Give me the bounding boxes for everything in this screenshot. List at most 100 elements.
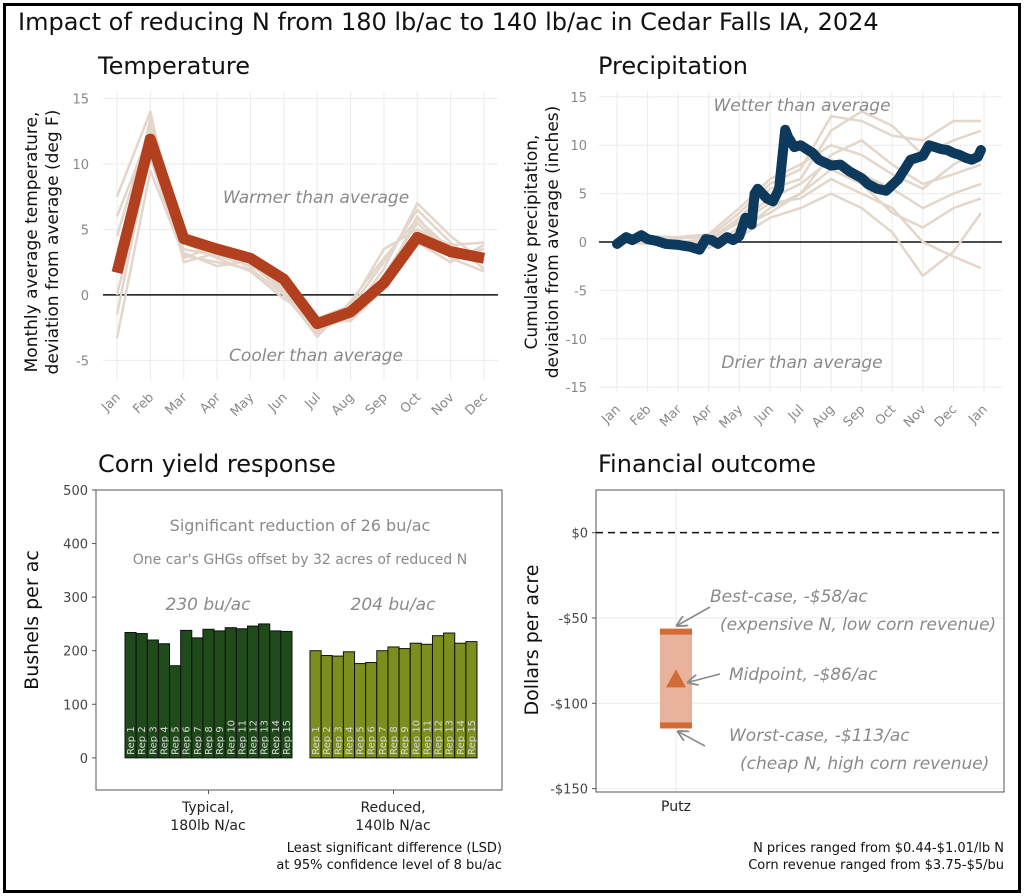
reduced-group-label-line1: Reduced, [360,800,425,816]
yield-ytick-label: 400 [63,538,88,553]
midpoint-annotation: Midpoint, -$86/ac [729,665,878,685]
yield-bar-rep-label: Rep 8 [204,726,215,755]
precipitation-ytick-label: -10 [566,333,587,348]
financial-ytick-label: -$50 [558,612,588,627]
precipitation-ytick-label: 10 [570,139,587,154]
yield-panel: Corn yield response Bushels per ac Signi… [21,450,503,873]
yield-ghg-annotation: One car's GHGs offset by 32 acres of red… [133,552,467,568]
precipitation-xtick-label: Jan [598,402,623,427]
temperature-xtick-label: Apr [197,390,224,417]
yield-bar-rep-label: Rep 9 [400,726,411,755]
lsd-note-line2: at 95% confidence level of 8 bu/ac [276,858,502,873]
main-title: Impact of reducing N from 180 lb/ac to 1… [18,8,879,36]
temperature-ylabel-line1: Monthly average temperature, [22,112,42,373]
typical-mean-label: 230 bu/ac [166,595,252,615]
n-price-note: N prices ranged from $0.44-$1.01/lb N [753,841,1004,856]
financial-ylabel: Dollars per acre [521,565,543,716]
temperature-xtick-label: Nov [429,390,458,419]
worst-case-arrow [678,731,706,747]
wetter-annotation: Wetter than average [713,96,890,116]
financial-category-label: Putz [661,799,691,815]
financial-panel: Financial outcome Dollars per acre Putz … [521,450,1005,873]
lsd-note-line1: Least significant difference (LSD) [287,841,502,856]
precipitation-xtick-label: Jun [751,402,777,428]
yield-bar-rep-label: Rep 10 [411,720,422,755]
financial-ytick-label: $0 [571,527,588,542]
precipitation-title: Precipitation [598,52,748,80]
precipitation-historical-line [616,177,982,270]
temperature-ytick-label: 15 [72,93,89,108]
worst-case-subannotation: (cheap N, high corn revenue) [740,754,989,774]
temperature-xtick-label: Aug [329,390,358,419]
yield-bar-rep-label: Rep 4 [159,726,170,755]
temperature-ytick-label: 5 [81,223,89,238]
midpoint-arrow [688,673,721,682]
best-case-annotation: Best-case, -$58/ac [710,587,868,607]
drier-annotation: Drier than average [721,353,882,373]
yield-significance-annotation: Significant reduction of 26 bu/ac [170,516,431,535]
yield-bar-rep-label: Rep 5 [356,726,367,755]
precipitation-xtick-label: Feb [628,402,655,429]
temperature-title: Temperature [97,52,250,80]
yield-bar-rep-label: Rep 10 [226,720,237,755]
typical-group-label-line1: Typical, [181,800,234,816]
temperature-ylabel-line2: deviation from average (deg F) [43,110,63,375]
financial-title: Financial outcome [598,450,816,478]
precipitation-panel: Precipitation Cumulative precipitation, … [522,52,1002,432]
yield-bar [280,630,293,759]
yield-bar-rep-label: Rep 12 [434,720,445,755]
best-case-subannotation: (expensive N, low corn revenue) [720,615,996,635]
precipitation-xtick-label: Jul [785,402,807,424]
temperature-historical-line [115,156,485,333]
yield-bar [465,641,478,759]
corn-revenue-note: Corn revenue ranged from $3.75-$5/bu [748,858,1004,873]
yield-bar-rep-label: Rep 14 [271,720,282,755]
financial-gridlines [596,490,1004,792]
yield-bar-rep-label: Rep 5 [171,726,182,755]
temperature-xtick-label: Mar [163,390,191,418]
yield-bar-rep-label: Rep 8 [389,726,400,755]
precipitation-xtick-label: Aug [809,402,838,431]
best-case-arrow [677,606,711,626]
precipitation-xtick-label: Nov [901,402,930,431]
temperature-ytick-label: 0 [81,289,89,304]
yield-bar-rep-label: Rep 12 [249,720,260,755]
precipitation-ytick-label: -5 [574,284,587,299]
financial-best-cap [660,628,692,635]
yield-bar-rep-label: Rep 14 [456,720,467,755]
temperature-xtick-label: Jul [302,390,324,412]
yield-ylabel: Bushels per ac [21,550,43,690]
precipitation-ytick-label: -15 [566,381,587,396]
temperature-xtick-label: Jan [98,390,123,415]
temperature-ytick-label: 10 [72,158,89,173]
yield-bar-rep-label: Rep 7 [378,726,389,755]
yield-bar-rep-label: Rep 1 [126,726,137,755]
yield-bar-rep-label: Rep 15 [282,720,293,755]
typical-group-label-line2: 180lb N/ac [170,818,245,834]
yield-ytick-label: 300 [63,591,88,606]
yield-bar-rep-label: Rep 2 [137,726,148,755]
yield-bar-rep-label: Rep 11 [237,720,248,755]
precipitation-xtick-label: Dec [932,402,960,430]
yield-bar-rep-label: Rep 3 [333,726,344,755]
cooler-annotation: Cooler than average [229,346,403,366]
precipitation-historical-line [616,158,982,244]
temperature-xtick-label: Feb [130,390,157,417]
yield-bar-rep-label: Rep 6 [367,726,378,755]
precipitation-ytick-label: 0 [579,236,587,251]
yield-bar-rep-label: Rep 13 [260,720,271,755]
temperature-gridlines [103,92,498,380]
precipitation-xtick-label: Mar [657,402,685,430]
precipitation-ytick-label: 5 [579,188,587,203]
precipitation-ylabel-line1: Cumulative precipitation, [522,135,542,350]
yield-bar-rep-label: Rep 9 [215,726,226,755]
yield-bar-rep-label: Rep 6 [182,726,193,755]
temperature-xtick-label: Oct [398,390,425,417]
yield-plot-border [95,489,503,791]
temperature-xtick-label: Sep [363,390,391,418]
yield-bar-rep-label: Rep 3 [148,726,159,755]
precipitation-historical-line [616,143,982,244]
financial-worst-cap [660,722,692,729]
temperature-panel: Temperature Monthly average temperature,… [22,52,498,420]
